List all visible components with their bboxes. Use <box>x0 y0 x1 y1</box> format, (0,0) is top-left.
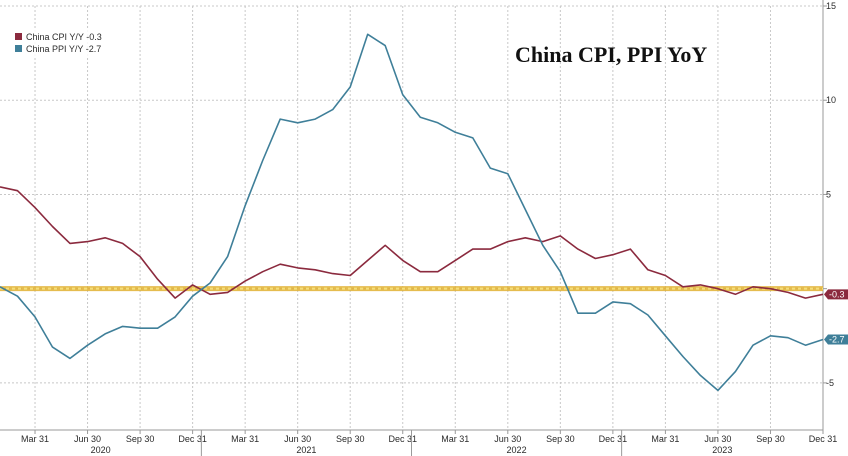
x-tick-label: Jun 30 <box>494 434 521 444</box>
y-tick-label: 10 <box>826 95 836 105</box>
x-tick-label: Mar 31 <box>231 434 259 444</box>
end-label-box <box>824 289 848 300</box>
x-tick-label: Sep 30 <box>126 434 155 444</box>
year-label: 2023 <box>712 445 732 455</box>
y-tick-label: -5 <box>826 378 834 388</box>
x-tick-label: Jun 30 <box>74 434 101 444</box>
end-value-label: -0.3 <box>829 289 845 299</box>
year-label: 2022 <box>507 445 527 455</box>
x-tick-label: Dec 31 <box>178 434 207 444</box>
y-tick-label: 5 <box>826 189 831 199</box>
legend-swatch-ppi <box>15 45 22 52</box>
series-lines <box>0 33 824 392</box>
x-tick-label: Dec 31 <box>809 434 838 444</box>
series-line-ppi <box>0 33 824 392</box>
series-line-cpi <box>0 186 824 299</box>
legend-swatch-cpi <box>15 33 22 40</box>
legend-background <box>10 30 115 56</box>
end-value-label: -2.7 <box>829 335 845 345</box>
legend-label-cpi: China CPI Y/Y -0.3 <box>26 32 102 42</box>
legend-label-ppi: China PPI Y/Y -2.7 <box>26 44 101 54</box>
grid-lines <box>0 5 824 430</box>
x-tick-label: Dec 31 <box>599 434 628 444</box>
end-label-box <box>824 334 848 345</box>
x-tick-label: Dec 31 <box>388 434 417 444</box>
x-tick-label: Sep 30 <box>546 434 575 444</box>
chart-title: China CPI, PPI YoY <box>515 42 707 67</box>
x-tick-label: Sep 30 <box>756 434 785 444</box>
x-axis: Mar 31 Jun 30 Sep 30 Dec 31 Mar 31 Jun 30 Sep … <box>0 429 838 456</box>
y-tick-label: 15 <box>826 1 836 11</box>
x-tick-label: Jun 30 <box>284 434 311 444</box>
x-tick-label: Mar 31 <box>441 434 469 444</box>
x-tick-label: Jun 30 <box>704 434 731 444</box>
end-value-labels: -0.3 -2.7 <box>824 289 848 345</box>
year-label: 2020 <box>91 445 111 455</box>
x-tick-label: Mar 31 <box>21 434 49 444</box>
x-tick-label: Mar 31 <box>651 434 679 444</box>
year-label: 2021 <box>296 445 316 455</box>
y-axis: 15 10 5 -5 <box>822 0 836 430</box>
x-tick-label: Sep 30 <box>336 434 365 444</box>
legend: China CPI Y/Y -0.3 China PPI Y/Y -2.7 <box>10 30 115 56</box>
